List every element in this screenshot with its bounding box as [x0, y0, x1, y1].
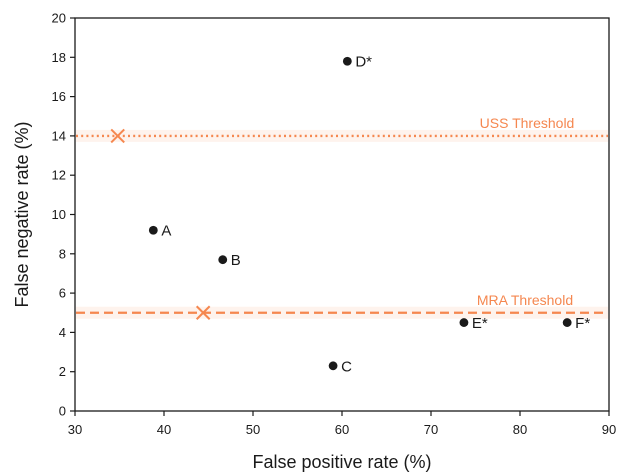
x-tick-label: 50 [246, 422, 260, 437]
x-tick-label: 60 [335, 422, 349, 437]
data-point-label: C [341, 358, 352, 375]
y-tick-label: 8 [59, 246, 66, 261]
data-point-label: A [161, 223, 171, 240]
y-tick-label: 20 [52, 11, 66, 26]
y-axis-title: False negative rate (%) [12, 121, 32, 307]
data-point-label: E* [472, 315, 488, 332]
data-point-label: D* [355, 54, 372, 71]
data-point [342, 56, 352, 66]
data-point-label: F* [575, 315, 590, 332]
x-tick-label: 40 [157, 422, 171, 437]
y-tick-label: 0 [59, 404, 66, 419]
data-point-label: B [231, 252, 241, 269]
y-tick-label: 6 [59, 286, 66, 301]
y-tick-label: 10 [52, 207, 66, 222]
y-tick-label: 4 [59, 325, 66, 340]
y-tick-label: 18 [52, 50, 66, 65]
data-point [562, 318, 572, 327]
x-tick-label: 80 [513, 422, 527, 437]
plot-area: 30 40 50 60 70 80 90 0 2 4 6 8 10 12 14 16 18 20 USS Thres… [52, 11, 617, 438]
data-point [218, 255, 228, 265]
data-point [459, 318, 469, 327]
threshold-cross-marker [195, 305, 211, 320]
y-tick-label: 14 [52, 128, 66, 143]
y-tick-label: 2 [59, 364, 66, 379]
x-tick-label: 30 [68, 422, 82, 437]
y-tick-label: 12 [52, 168, 66, 183]
data-point [148, 225, 158, 235]
data-point [328, 361, 338, 371]
threshold-cross-marker [110, 128, 125, 144]
uss-threshold-label: USS Threshold [480, 115, 575, 131]
x-axis-title: False positive rate (%) [252, 452, 431, 472]
x-tick-label: 90 [602, 422, 616, 437]
mra-threshold-label: MRA Threshold [477, 292, 573, 308]
y-tick-label: 16 [52, 89, 66, 104]
plot-frame [74, 17, 610, 412]
x-tick-label: 70 [424, 422, 438, 437]
